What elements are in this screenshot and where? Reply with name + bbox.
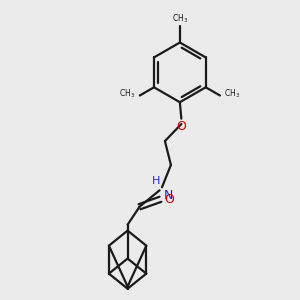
Text: CH$_3$: CH$_3$ <box>172 12 188 25</box>
Text: CH$_3$: CH$_3$ <box>119 88 136 100</box>
Text: O: O <box>176 120 186 133</box>
Text: H: H <box>152 176 160 186</box>
Text: N: N <box>164 189 173 202</box>
Text: O: O <box>164 193 174 206</box>
Text: CH$_3$: CH$_3$ <box>224 88 240 100</box>
